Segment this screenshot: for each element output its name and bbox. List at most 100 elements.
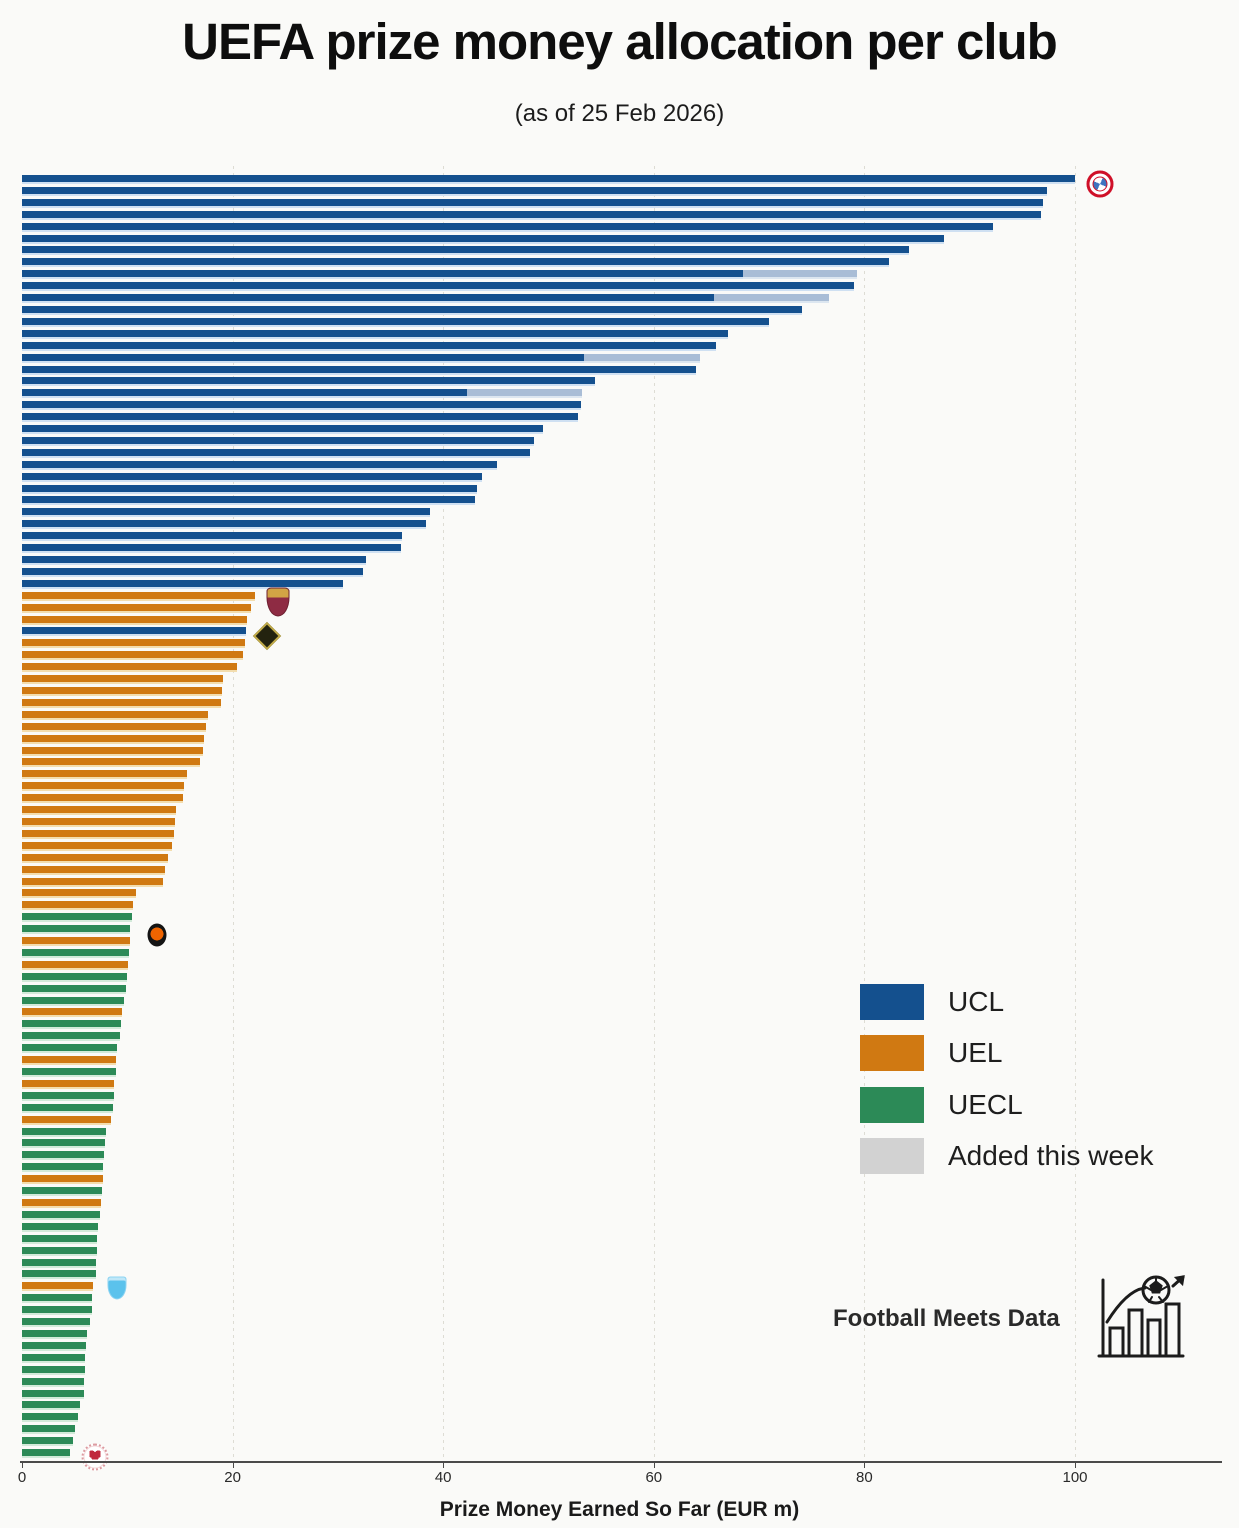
legend-label-ucl: UCL [948, 985, 1005, 1017]
bar-uel-56 [22, 829, 174, 839]
bar-ucl-10 [22, 282, 854, 292]
bar-uel-80 [22, 1115, 111, 1125]
bar-ucl-7 [22, 246, 909, 256]
tick-label-40: 40 [434, 1469, 452, 1486]
bar-uel-51 [22, 770, 188, 780]
bar-ucl-16 [22, 353, 585, 363]
bar-uecl-95 [22, 1294, 93, 1304]
bar-uecl-70 [22, 996, 125, 1006]
bar-ucl-5 [22, 222, 993, 232]
bar-uecl-84 [22, 1163, 104, 1173]
bar-uecl-102 [22, 1377, 85, 1387]
bar-uecl-108 [22, 1449, 71, 1459]
malmo-ff-crest-icon [107, 1276, 127, 1300]
x-axis-title: Prize Money Earned So Far (EUR m) [439, 1498, 800, 1521]
bar-uecl-107 [22, 1437, 73, 1447]
diamond-club-crest-icon [252, 621, 282, 651]
bar-uel-58 [22, 853, 169, 863]
bar-uel-44 [22, 687, 223, 696]
gridline-60 [653, 166, 655, 1461]
bar-ucl-21 [22, 413, 578, 423]
legend-item-ucl: UCL [860, 983, 1004, 1020]
bar-ucl-4 [22, 210, 1042, 220]
bar-ucl-24 [22, 448, 530, 458]
tick-mark-40 [443, 1463, 445, 1468]
legend-swatch-uel [860, 1035, 924, 1071]
bar-uel-45 [22, 698, 222, 708]
bar-uel-43 [22, 675, 224, 685]
bar-uecl-68 [22, 972, 128, 982]
legend-item-uecl: UECL [860, 1086, 1023, 1123]
bar-uecl-66 [22, 948, 130, 958]
bar-uecl-99 [22, 1341, 87, 1351]
bar-uel-54 [22, 806, 176, 816]
bar-ucl-3 [22, 198, 1044, 208]
legend-item-added: Added this week [860, 1138, 1153, 1175]
bar-uecl-90 [22, 1234, 98, 1244]
x-axis-line [20, 1461, 1222, 1463]
bar-uecl-81 [22, 1127, 107, 1137]
bar-uecl-82 [22, 1139, 106, 1149]
bayern-munich-crest-icon [1086, 170, 1114, 198]
bar-ucl-31 [22, 532, 403, 542]
bar-added-segment-9 [743, 270, 858, 280]
bar-uecl-106 [22, 1425, 75, 1435]
bar-uecl-93 [22, 1270, 96, 1280]
bar-uecl-98 [22, 1329, 88, 1339]
bar-ucl-33 [22, 556, 367, 566]
bar-uecl-83 [22, 1151, 105, 1161]
bar-uel-57 [22, 841, 172, 851]
legend-item-uel: UEL [860, 1035, 1002, 1072]
tick-label-20: 20 [224, 1469, 241, 1486]
bar-uel-85 [22, 1175, 103, 1185]
bar-uecl-64 [22, 925, 131, 935]
bar-uecl-105 [22, 1413, 78, 1423]
bar-uel-49 [22, 746, 204, 756]
bar-ucl-30 [22, 520, 427, 530]
bar-uecl-103 [22, 1389, 84, 1399]
bar-uel-47 [22, 722, 207, 732]
bar-uel-94 [22, 1282, 93, 1292]
bar-uecl-88 [22, 1210, 101, 1220]
bar-uecl-74 [22, 1044, 117, 1054]
bar-ucl-15 [22, 341, 716, 351]
legend-label-uecl: UECL [948, 1088, 1023, 1120]
brand-text: Football Meets Data [833, 1305, 1060, 1332]
tick-mark-60 [653, 1463, 655, 1468]
legend-label-uel: UEL [948, 1037, 1003, 1068]
bar-uecl-91 [22, 1246, 97, 1256]
page-title: UEFA prize money allocation per club [182, 13, 1058, 70]
tick-label-0: 0 [17, 1469, 27, 1486]
as-roma-crest-icon [266, 587, 290, 617]
bar-ucl-34 [22, 567, 364, 577]
bar-uel-52 [22, 782, 185, 792]
bar-uel-36 [22, 591, 255, 601]
bar-uel-42 [22, 663, 237, 673]
legend-label-added: Added this week [948, 1140, 1154, 1171]
bar-uecl-97 [22, 1318, 91, 1328]
chart-subtitle: (as of 25 Feb 2026) [514, 100, 725, 127]
bar-uel-50 [22, 758, 200, 768]
bar-ucl-12 [22, 305, 803, 315]
gridline-80 [864, 166, 866, 1461]
bar-ucl-39 [22, 627, 247, 637]
bar-ucl-32 [22, 544, 402, 554]
bar-uecl-76 [22, 1068, 116, 1078]
gridline-100 [1075, 166, 1076, 1461]
bar-uel-40 [22, 639, 246, 649]
bar-uel-38 [22, 615, 248, 625]
tick-mark-20 [232, 1463, 234, 1468]
bar-uel-60 [22, 877, 164, 887]
tick-mark-80 [864, 1463, 866, 1468]
bar-uecl-73 [22, 1032, 120, 1042]
bar-uecl-63 [22, 913, 132, 923]
tick-label-100: 100 [1062, 1469, 1088, 1486]
bar-uel-65 [22, 937, 130, 947]
bar-ucl-2 [22, 186, 1047, 196]
bar-uecl-89 [22, 1222, 98, 1232]
bar-uecl-104 [22, 1401, 80, 1411]
legend-swatch-uecl [860, 1086, 924, 1123]
bar-uecl-79 [22, 1103, 113, 1113]
